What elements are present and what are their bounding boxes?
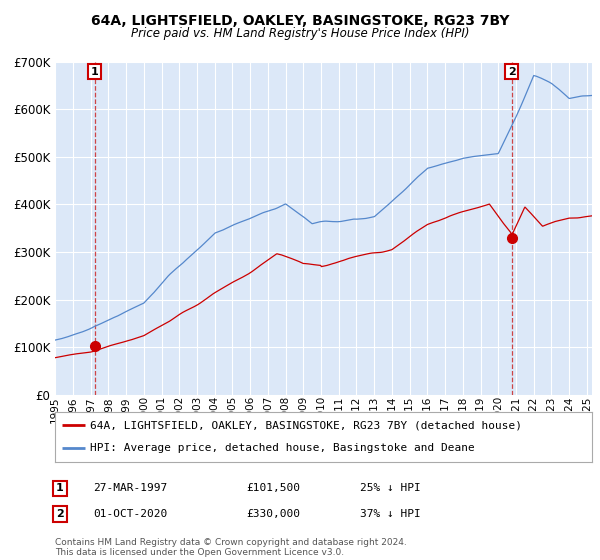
Text: 2: 2	[508, 67, 515, 77]
Text: 1: 1	[56, 483, 64, 493]
Text: 64A, LIGHTSFIELD, OAKLEY, BASINGSTOKE, RG23 7BY: 64A, LIGHTSFIELD, OAKLEY, BASINGSTOKE, R…	[91, 14, 509, 28]
Text: 64A, LIGHTSFIELD, OAKLEY, BASINGSTOKE, RG23 7BY (detached house): 64A, LIGHTSFIELD, OAKLEY, BASINGSTOKE, R…	[90, 420, 522, 430]
Text: Price paid vs. HM Land Registry's House Price Index (HPI): Price paid vs. HM Land Registry's House …	[131, 27, 469, 40]
Text: 25% ↓ HPI: 25% ↓ HPI	[360, 483, 421, 493]
Text: 37% ↓ HPI: 37% ↓ HPI	[360, 509, 421, 519]
Text: 2: 2	[56, 509, 64, 519]
Text: HPI: Average price, detached house, Basingstoke and Deane: HPI: Average price, detached house, Basi…	[90, 444, 475, 454]
Text: 01-OCT-2020: 01-OCT-2020	[93, 509, 167, 519]
Text: £330,000: £330,000	[246, 509, 300, 519]
Text: £101,500: £101,500	[246, 483, 300, 493]
Text: 1: 1	[91, 67, 98, 77]
Text: Contains HM Land Registry data © Crown copyright and database right 2024.
This d: Contains HM Land Registry data © Crown c…	[55, 538, 407, 557]
Text: 27-MAR-1997: 27-MAR-1997	[93, 483, 167, 493]
